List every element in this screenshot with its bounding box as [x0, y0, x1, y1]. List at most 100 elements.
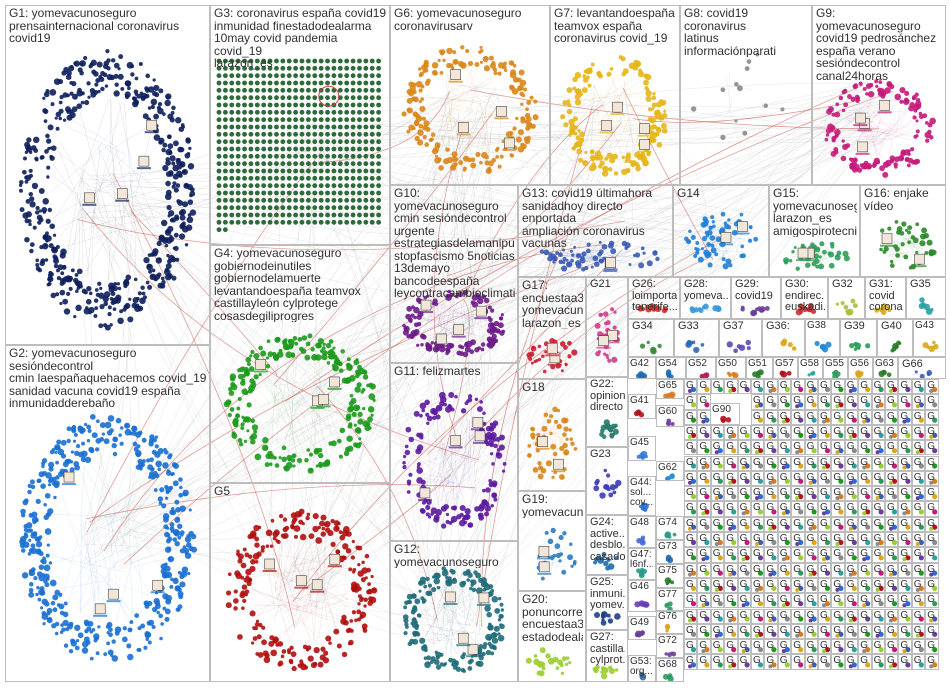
- edge: [498, 93, 693, 255]
- node: [148, 269, 153, 274]
- edge: [132, 195, 696, 236]
- edge: [313, 161, 583, 221]
- edge: [490, 105, 859, 112]
- edge: [639, 83, 855, 136]
- node: [104, 84, 109, 88]
- edge: [432, 103, 637, 629]
- edge: [298, 389, 327, 592]
- edge: [280, 153, 320, 590]
- edge: [427, 450, 467, 639]
- edge: [82, 180, 132, 563]
- edge: [436, 277, 459, 478]
- edge: [119, 516, 442, 647]
- edge: [456, 216, 593, 489]
- edge: [436, 438, 460, 651]
- edge: [136, 102, 587, 548]
- edge: [451, 125, 618, 607]
- edge: [86, 264, 476, 565]
- edge: [446, 244, 604, 283]
- edge: [465, 239, 584, 289]
- edge: [453, 115, 473, 461]
- edge: [424, 116, 645, 616]
- edge: [321, 208, 700, 414]
- edge: [134, 552, 428, 597]
- edge: [129, 121, 594, 182]
- edge: [308, 256, 713, 366]
- edge: [282, 215, 739, 621]
- edge: [470, 137, 863, 439]
- edge: [270, 145, 484, 466]
- edge: [302, 264, 594, 357]
- edge: [274, 135, 621, 247]
- edge: [441, 258, 734, 603]
- edge: [120, 524, 288, 614]
- edge: [327, 114, 588, 379]
- edge: [313, 137, 441, 296]
- edge: [83, 211, 132, 532]
- edge: [108, 131, 614, 519]
- edge: [269, 390, 307, 591]
- edge: [81, 177, 481, 648]
- edge: [469, 81, 597, 267]
- edge: [472, 95, 597, 303]
- edge: [438, 228, 611, 298]
- edge: [427, 94, 905, 304]
- edge: [92, 162, 315, 184]
- edge: [113, 131, 294, 554]
- edge: [77, 219, 626, 251]
- edge: [440, 476, 464, 613]
- edge: [479, 213, 571, 314]
- group-g1-nodes: [18, 49, 197, 331]
- edge: [292, 156, 305, 587]
- edge: [434, 271, 460, 483]
- edge: [318, 115, 861, 378]
- edge: [584, 107, 890, 241]
- edge: [297, 138, 618, 569]
- edge: [314, 153, 581, 230]
- edge: [432, 472, 476, 617]
- edge: [79, 216, 624, 563]
- edge: [451, 79, 634, 143]
- edge: [89, 256, 614, 523]
- edge: [469, 79, 600, 318]
- node: [162, 142, 168, 148]
- edge: [293, 142, 461, 290]
- edge: [434, 92, 899, 484]
- edge: [77, 95, 500, 554]
- edge: [283, 85, 896, 169]
- edge: [318, 295, 436, 377]
- edge: [123, 191, 439, 299]
- edge: [313, 274, 441, 613]
- edge: [98, 526, 463, 637]
- edge: [104, 127, 883, 180]
- edge: [291, 159, 312, 368]
- edge: [418, 477, 480, 612]
- edge: [447, 247, 728, 614]
- edge: [461, 84, 605, 263]
- edge: [301, 140, 453, 470]
- edge: [123, 200, 580, 240]
- edge: [270, 88, 909, 619]
- edge: [458, 123, 476, 453]
- edge: [289, 136, 626, 572]
- edge: [445, 79, 479, 319]
- edge: [107, 184, 455, 307]
- edge: [106, 224, 456, 601]
- edge: [299, 582, 455, 623]
- edge: [466, 104, 603, 294]
- nodes-layer: [18, 45, 939, 682]
- edge: [432, 132, 492, 600]
- edge: [85, 294, 477, 535]
- edge: [108, 172, 300, 629]
- edge: [272, 361, 328, 621]
- edge: [309, 154, 712, 228]
- edge: [89, 84, 488, 228]
- edge: [92, 201, 129, 542]
- edge: [116, 208, 712, 571]
- node: [150, 104, 156, 110]
- edge: [316, 111, 599, 596]
- node: [32, 225, 37, 230]
- edge: [112, 173, 295, 628]
- edge: [111, 126, 876, 524]
